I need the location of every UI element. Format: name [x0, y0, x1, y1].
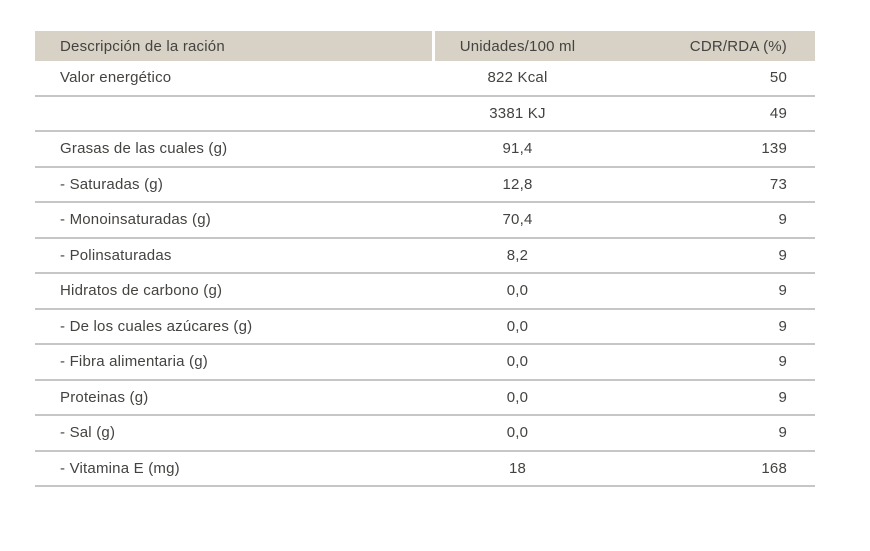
row-unidades-value: 70,4 — [502, 211, 533, 229]
row-description: - De los cuales azúcares (g) — [60, 317, 253, 335]
row-cdr-value: 9 — [778, 424, 787, 442]
table-row: - Saturadas (g) 12,8 73 — [35, 168, 815, 203]
row-cdr-value: 9 — [778, 246, 787, 264]
row-description: - Vitamina E (mg) — [60, 459, 180, 477]
header-cdr-label: CDR/RDA (%) — [689, 37, 787, 55]
row-unidades-value: 91,4 — [502, 140, 533, 158]
row-description: Valor energético — [60, 69, 172, 87]
row-description: Proteinas (g) — [60, 388, 149, 406]
header-unidades-label: Unidades/100 ml — [459, 37, 576, 55]
row-cdr-value: 9 — [778, 388, 787, 406]
row-unidades-value: 8,2 — [506, 246, 529, 264]
table-row: - Polinsaturadas 8,2 9 — [35, 239, 815, 274]
row-unidades-value: 0,0 — [506, 424, 529, 442]
row-unidades-value: 0,0 — [506, 353, 529, 371]
row-description: Grasas de las cuales (g) — [60, 140, 228, 158]
table-row: - Fibra alimentaria (g) 0,0 9 — [35, 345, 815, 381]
row-unidades-value: 3381 KJ — [489, 104, 546, 122]
row-description: - Saturadas (g) — [60, 175, 164, 193]
row-cdr-value: 49 — [769, 104, 787, 122]
row-description: - Fibra alimentaria (g) — [60, 353, 208, 371]
header-cell-divider — [432, 31, 435, 61]
row-description: - Sal (g) — [60, 424, 116, 442]
row-cdr-value: 9 — [778, 282, 787, 300]
row-unidades-value: 12,8 — [502, 175, 533, 193]
table-row: - De los cuales azúcares (g) 0,0 9 — [35, 310, 815, 345]
table-row: Grasas de las cuales (g) 91,4 139 — [35, 132, 815, 168]
row-unidades-value: 18 — [508, 459, 527, 477]
table-row: - Monoinsaturadas (g) 70,4 9 — [35, 203, 815, 239]
row-description: Hidratos de carbono (g) — [60, 282, 223, 300]
row-unidades-value: 0,0 — [506, 388, 529, 406]
table-row: Hidratos de carbono (g) 0,0 9 — [35, 274, 815, 310]
row-unidades-value: 0,0 — [506, 317, 529, 335]
table-row: - Sal (g) 0,0 9 — [35, 416, 815, 452]
row-unidades-value: 822 Kcal — [487, 69, 548, 87]
table-row: - Vitamina E (mg) 18 168 — [35, 452, 815, 487]
row-cdr-value: 73 — [769, 175, 787, 193]
header-description-label: Descripción de la ración — [60, 37, 225, 55]
row-cdr-value: 139 — [761, 140, 787, 158]
row-cdr-value: 168 — [761, 459, 787, 477]
row-cdr-value: 9 — [778, 211, 787, 229]
row-description: - Monoinsaturadas (g) — [60, 211, 211, 229]
row-unidades-value: 0,0 — [506, 282, 529, 300]
row-description: - Polinsaturadas — [60, 246, 172, 264]
row-cdr-value: 50 — [769, 69, 787, 87]
row-cdr-value: 9 — [778, 317, 787, 335]
header-cell-values: Unidades/100 ml CDR/RDA (%) — [435, 31, 815, 61]
header-cell-description: Descripción de la ración — [35, 31, 432, 61]
table-row: 3381 KJ 49 — [35, 97, 815, 132]
table-header-row: Descripción de la ración Unidades/100 ml… — [35, 31, 815, 61]
table-row: Proteinas (g) 0,0 9 — [35, 381, 815, 416]
row-cdr-value: 9 — [778, 353, 787, 371]
table-row: Valor energético 822 Kcal 50 — [35, 61, 815, 97]
nutrition-facts-table: Descripción de la ración Unidades/100 ml… — [35, 31, 815, 487]
